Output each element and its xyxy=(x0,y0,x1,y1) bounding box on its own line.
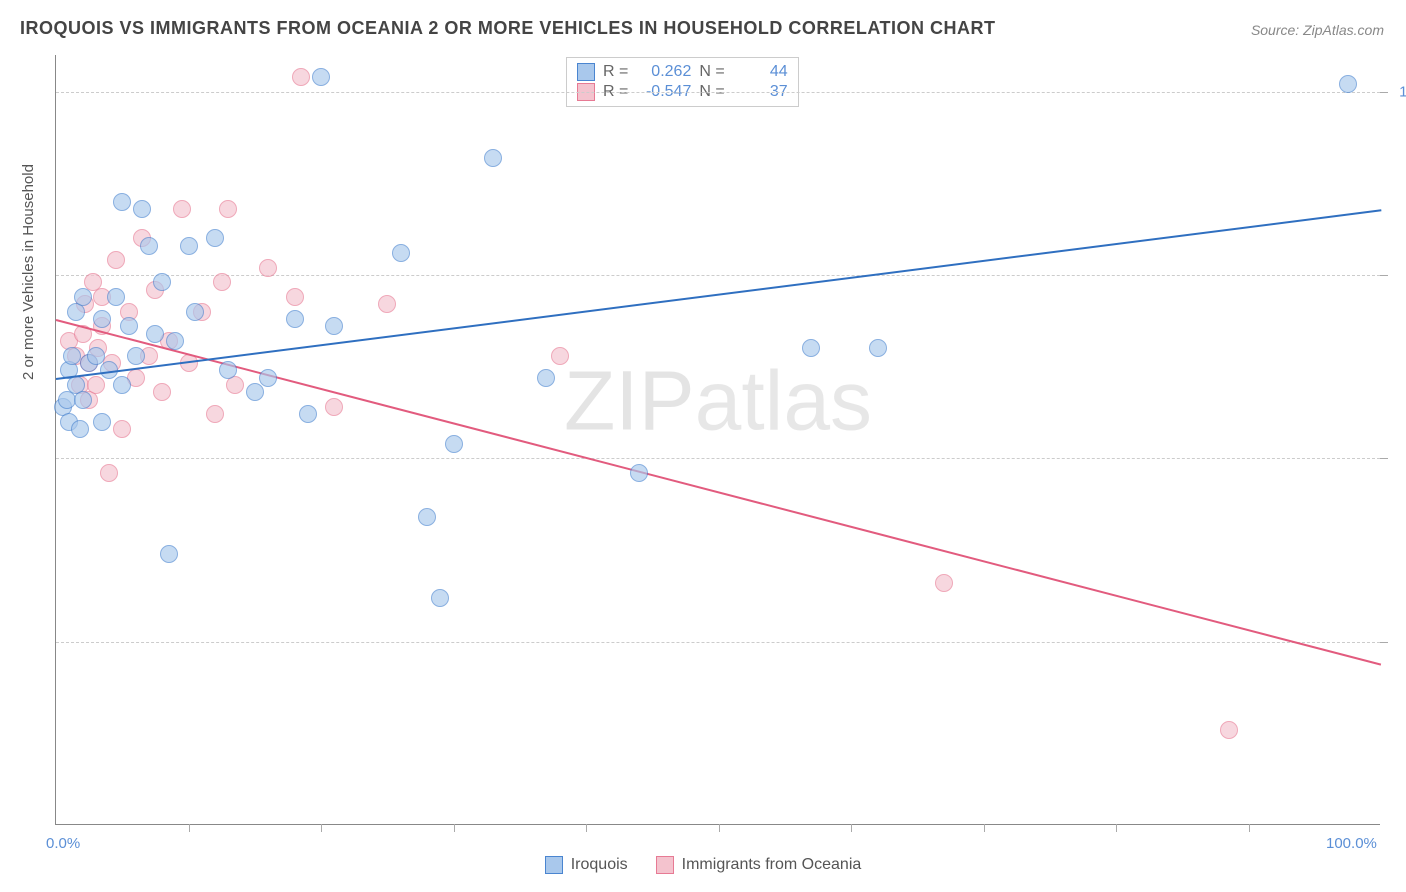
series-a-point xyxy=(484,149,502,167)
x-tick-mark xyxy=(454,824,455,832)
series-b-trendline xyxy=(56,319,1382,666)
series-a-point xyxy=(802,339,820,357)
chart-title: IROQUOIS VS IMMIGRANTS FROM OCEANIA 2 OR… xyxy=(20,18,996,39)
x-tick-mark xyxy=(321,824,322,832)
x-tick-mark xyxy=(984,824,985,832)
x-tick-label: 0.0% xyxy=(46,835,80,852)
x-tick-mark xyxy=(586,824,587,832)
r-value-a: 0.262 xyxy=(636,63,691,81)
series-b-point xyxy=(173,200,191,218)
r-label: R = xyxy=(603,63,628,81)
series-b-point xyxy=(259,259,277,277)
y-tick-mark xyxy=(1380,275,1388,276)
swatch-a xyxy=(577,63,595,81)
series-b-point xyxy=(378,295,396,313)
series-b-point xyxy=(286,288,304,306)
series-b-point xyxy=(100,464,118,482)
series-b-point xyxy=(87,376,105,394)
series-a-point xyxy=(107,288,125,306)
series-a-point xyxy=(431,589,449,607)
series-b-point xyxy=(107,251,125,269)
series-b-point xyxy=(153,383,171,401)
y-tick-label: 100.0% xyxy=(1390,83,1406,100)
x-tick-mark xyxy=(1116,824,1117,832)
series-a-point xyxy=(153,273,171,291)
series-a-point xyxy=(74,391,92,409)
gridline xyxy=(56,458,1380,459)
gridline xyxy=(56,92,1380,93)
x-tick-mark xyxy=(189,824,190,832)
series-a-point xyxy=(1339,75,1357,93)
series-a-point xyxy=(869,339,887,357)
series-b-point xyxy=(935,574,953,592)
series-b-point xyxy=(213,273,231,291)
watermark: ZIPatlas xyxy=(564,353,872,450)
y-tick-label: 50.0% xyxy=(1390,450,1406,467)
legend-label-a: Iroquois xyxy=(571,856,628,874)
series-a-point xyxy=(71,420,89,438)
series-b-point xyxy=(551,347,569,365)
series-a-point xyxy=(127,347,145,365)
series-b-point xyxy=(292,68,310,86)
series-a-point xyxy=(93,310,111,328)
gridline xyxy=(56,642,1380,643)
series-b-point xyxy=(113,420,131,438)
n-value-a: 44 xyxy=(733,63,788,81)
x-tick-label: 100.0% xyxy=(1326,835,1377,852)
y-tick-mark xyxy=(1380,458,1388,459)
series-a-point xyxy=(140,237,158,255)
series-b-point xyxy=(325,398,343,416)
n-label: N = xyxy=(699,63,724,81)
series-a-point xyxy=(246,383,264,401)
legend-item-b: Immigrants from Oceania xyxy=(656,856,862,874)
series-b-point xyxy=(1220,721,1238,739)
y-axis-label: 2 or more Vehicles in Household xyxy=(20,164,37,380)
series-a-point xyxy=(630,464,648,482)
bottom-legend: Iroquois Immigrants from Oceania xyxy=(0,856,1406,874)
series-a-point xyxy=(63,347,81,365)
x-tick-mark xyxy=(1249,824,1250,832)
series-b-point xyxy=(206,405,224,423)
series-a-point xyxy=(325,317,343,335)
series-a-point xyxy=(113,193,131,211)
series-a-point xyxy=(299,405,317,423)
y-tick-mark xyxy=(1380,642,1388,643)
series-a-point xyxy=(133,200,151,218)
series-a-point xyxy=(146,325,164,343)
series-a-point xyxy=(166,332,184,350)
series-a-point xyxy=(160,545,178,563)
series-a-point xyxy=(180,237,198,255)
series-a-point xyxy=(219,361,237,379)
series-a-point xyxy=(120,317,138,335)
series-a-point xyxy=(259,369,277,387)
series-b-point xyxy=(219,200,237,218)
x-tick-mark xyxy=(719,824,720,832)
swatch-b-icon xyxy=(656,856,674,874)
y-tick-label: 25.0% xyxy=(1390,633,1406,650)
series-a-point xyxy=(445,435,463,453)
y-tick-label: 75.0% xyxy=(1390,267,1406,284)
stats-legend: R = 0.262 N = 44 R = -0.547 N = 37 xyxy=(566,57,799,107)
series-a-point xyxy=(186,303,204,321)
series-a-point xyxy=(312,68,330,86)
source-attribution: Source: ZipAtlas.com xyxy=(1251,22,1384,38)
stats-row-a: R = 0.262 N = 44 xyxy=(577,62,788,82)
legend-item-a: Iroquois xyxy=(545,856,628,874)
series-a-point xyxy=(418,508,436,526)
series-a-trendline xyxy=(56,209,1381,380)
legend-label-b: Immigrants from Oceania xyxy=(682,856,862,874)
series-a-point xyxy=(206,229,224,247)
series-a-point xyxy=(87,347,105,365)
scatter-plot: ZIPatlas R = 0.262 N = 44 R = -0.547 N =… xyxy=(55,55,1380,825)
x-tick-mark xyxy=(851,824,852,832)
series-a-point xyxy=(537,369,555,387)
series-a-point xyxy=(113,376,131,394)
series-a-point xyxy=(74,288,92,306)
gridline xyxy=(56,275,1380,276)
swatch-a-icon xyxy=(545,856,563,874)
y-tick-mark xyxy=(1380,92,1388,93)
series-a-point xyxy=(392,244,410,262)
series-a-point xyxy=(286,310,304,328)
series-a-point xyxy=(93,413,111,431)
